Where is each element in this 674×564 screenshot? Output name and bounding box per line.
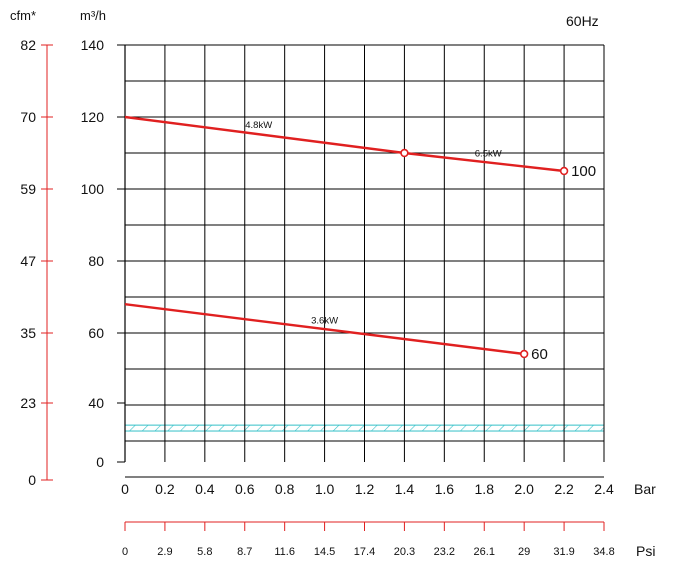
psi-tick-label: 29 (518, 546, 530, 558)
psi-axis-unit: Psi (636, 543, 655, 559)
power-label: 3.6kW (311, 315, 338, 326)
series-60-marker (519, 349, 529, 359)
cfm-axis-unit: cfm* (10, 8, 36, 23)
series-name-label: 60 (531, 346, 548, 363)
power-label: 6.5kW (475, 148, 502, 159)
x-tick-label: 0.2 (155, 481, 175, 497)
series-100-line (124, 115, 565, 173)
psi-tick-label: 2.9 (157, 546, 172, 558)
psi-tick-label: 31.9 (553, 546, 574, 558)
x-axis-unit: Bar (634, 481, 656, 497)
y-tick-label: 40 (88, 395, 104, 411)
x-tick-label: 0.6 (235, 481, 255, 497)
y-tick-label: 60 (88, 325, 104, 341)
psi-tick-label: 26.1 (474, 546, 495, 558)
series-60-line (124, 303, 525, 356)
psi-tick-label: 17.4 (354, 546, 375, 558)
x-tick-label: 0.4 (195, 481, 215, 497)
x-tick-label: 2.2 (554, 481, 574, 497)
cfm-tick-label: 23 (20, 395, 36, 411)
x-tick-label: 1.4 (395, 481, 415, 497)
psi-tick-label: 23.2 (434, 546, 455, 558)
psi-tick-label: 34.8 (593, 546, 614, 558)
cfm-tick-label: 70 (20, 109, 36, 125)
cfm-tick-label: 59 (20, 181, 36, 197)
frequency-label: 60Hz (566, 13, 599, 29)
x-tick-label: 2.0 (514, 481, 534, 497)
series-100-marker (559, 166, 569, 176)
x-tick-label: 1.0 (315, 481, 335, 497)
psi-tick-label: 8.7 (237, 546, 252, 558)
y-tick-label: 80 (88, 253, 104, 269)
y-axis-unit: m³/h (80, 8, 106, 23)
series-name-label: 100 (571, 163, 596, 180)
cfm-tick-label: 0 (28, 472, 36, 488)
psi-tick-label: 11.6 (274, 546, 295, 558)
y-tick-label: 140 (81, 37, 105, 53)
psi-tick-label: 20.3 (394, 546, 415, 558)
x-tick-label: 0.8 (275, 481, 295, 497)
power-label: 4.8kW (245, 120, 272, 131)
cfm-tick-label: 35 (20, 325, 36, 341)
cfm-tick-label: 47 (20, 253, 36, 269)
y-tick-label: 0 (96, 454, 104, 470)
x-tick-label: 1.2 (355, 481, 375, 497)
series-100-marker (400, 148, 409, 158)
x-tick-label: 2.4 (594, 481, 614, 497)
psi-tick-label: 14.5 (314, 546, 335, 558)
x-tick-label: 1.8 (475, 481, 495, 497)
x-tick-label: 0 (121, 481, 129, 497)
psi-tick-label: 5.8 (197, 546, 212, 558)
psi-tick-label: 0 (122, 546, 128, 558)
y-tick-label: 100 (81, 181, 105, 197)
x-tick-label: 1.6 (435, 481, 455, 497)
cfm-tick-label: 82 (20, 37, 36, 53)
y-tick-label: 120 (81, 109, 105, 125)
